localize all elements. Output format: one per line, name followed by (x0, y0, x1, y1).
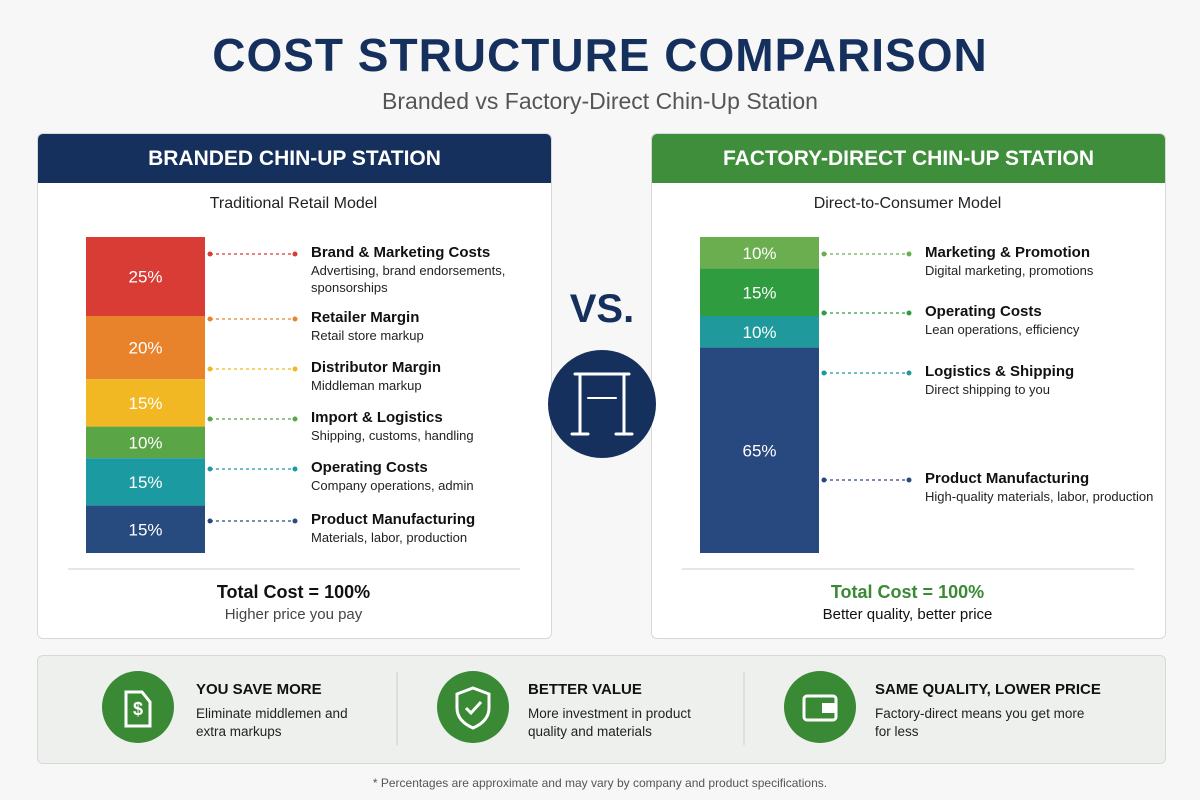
connector-dot (906, 370, 912, 376)
segment-description: Advertising, brand endorsements, sponsor… (311, 263, 506, 295)
benefit-title: BETTER VALUE (528, 681, 642, 698)
connector-dot (207, 366, 213, 372)
page-title: COST STRUCTURE COMPARISON (212, 29, 988, 81)
bar-segment (86, 316, 205, 380)
bar-segment (700, 316, 819, 348)
chinup-icon (548, 350, 656, 458)
segment-label: Logistics & Shipping Direct shipping to y… (925, 363, 1155, 398)
segment-description: Company operations, admin (311, 478, 474, 493)
connector-dot (292, 316, 298, 322)
value-label: 10% (742, 323, 776, 342)
total-label: Total Cost = 100% (216, 582, 371, 602)
value-label: 20% (128, 339, 162, 358)
value-label: 15% (128, 473, 162, 492)
connector-dot (821, 370, 827, 376)
connector-dot (292, 416, 298, 422)
bar-segment (86, 237, 205, 316)
connector-dot (821, 477, 827, 483)
connector-dot (821, 310, 827, 316)
value-label: 15% (128, 520, 162, 539)
segment-label: Product Manufacturing High-quality materi… (925, 470, 1155, 505)
segment-name: Retailer Margin (311, 309, 420, 326)
segment-name: Operating Costs (311, 459, 428, 476)
total-note: Better quality, better price (822, 606, 993, 623)
benefit-text: Eliminate middlemen and extra markups (196, 706, 348, 739)
connector-dot (292, 518, 298, 524)
bar-segment (700, 347, 819, 553)
connector-dot (821, 251, 827, 257)
value-label: 25% (128, 268, 162, 287)
benefit-title: YOU SAVE MORE (196, 681, 322, 698)
benefit-text: Factory-direct means you get more for le… (875, 706, 1085, 739)
segment-description: Direct shipping to you (925, 382, 1051, 397)
connector-dot (906, 251, 912, 257)
segment-description: Shipping, customs, handling (311, 428, 474, 443)
value-label: 10% (128, 433, 162, 452)
benefit-text: More investment in product quality and m… (528, 706, 691, 739)
connector-dot (207, 416, 213, 422)
connector-dot (906, 310, 912, 316)
bar-segment (86, 379, 205, 427)
segment-description: High-quality materials, labor, productio… (925, 489, 1154, 504)
connector-dot (207, 251, 213, 257)
connector-dot (292, 466, 298, 472)
segment-name: Product Manufacturing (311, 511, 476, 528)
segment-label: Marketing & Promotion Digital marketing, … (925, 244, 1155, 279)
benefit-title: SAME QUALITY, LOWER PRICE (875, 681, 1101, 698)
footnote: * Percentages are approximate and may va… (372, 776, 828, 790)
segment-label: Distributor Margin Middleman markup (311, 359, 541, 394)
segment-name: Logistics & Shipping (925, 363, 1075, 380)
segment-description: Digital marketing, promotions (925, 263, 1094, 278)
panel-subtitle: Traditional Retail Model (209, 195, 378, 212)
segment-description: Middleman markup (311, 378, 422, 393)
segment-description: Retail store markup (311, 328, 424, 343)
connector-dot (292, 251, 298, 257)
bar-segment (700, 237, 819, 269)
benefit-icon: $ (102, 671, 174, 743)
panel-subtitle: Direct-to-Consumer Model (813, 195, 1002, 212)
bar-segment (86, 505, 205, 553)
segment-name: Operating Costs (925, 303, 1042, 320)
vs-label: VS. (569, 287, 635, 331)
page-subtitle: Branded vs Factory-Direct Chin-Up Statio… (382, 88, 818, 114)
value-label: 65% (742, 441, 776, 460)
connector-dot (207, 466, 213, 472)
total-note: Higher price you pay (224, 606, 363, 623)
segment-label: Import & Logistics Shipping, customs, han… (311, 409, 541, 444)
connector-dot (207, 316, 213, 322)
benefit-icon (437, 671, 509, 743)
bar-segment (700, 268, 819, 316)
bar-segment (86, 426, 205, 459)
value-label: 15% (128, 394, 162, 413)
benefit-icon (784, 671, 856, 743)
benefits-box (37, 655, 1166, 764)
segment-description: Materials, labor, production (311, 530, 468, 545)
segment-label: Retailer Margin Retail store markup (311, 309, 541, 344)
value-label: 15% (742, 283, 776, 302)
panel-title: FACTORY-DIRECT CHIN-UP STATION (652, 134, 1165, 183)
segment-label: Brand & Marketing Costs Advertising, bran… (311, 244, 541, 296)
segment-name: Marketing & Promotion (925, 244, 1091, 261)
segment-name: Distributor Margin (311, 359, 441, 376)
segment-description: Lean operations, efficiency (925, 322, 1080, 337)
connector-dot (906, 477, 912, 483)
panel-title: BRANDED CHIN-UP STATION (38, 134, 551, 183)
segment-name: Product Manufacturing (925, 470, 1090, 487)
total-label: Total Cost = 100% (830, 582, 985, 602)
segment-label: Operating Costs Lean operations, efficien… (925, 303, 1155, 338)
svg-text:$: $ (133, 699, 143, 719)
segment-name: Brand & Marketing Costs (311, 244, 491, 261)
segment-name: Import & Logistics (311, 409, 443, 426)
connector-dot (207, 518, 213, 524)
connector-dot (292, 366, 298, 372)
value-label: 10% (742, 244, 776, 263)
segment-label: Operating Costs Company operations, admin (311, 459, 541, 494)
segment-label: Product Manufacturing Materials, labor, p… (311, 511, 541, 546)
bar-segment (86, 458, 205, 506)
